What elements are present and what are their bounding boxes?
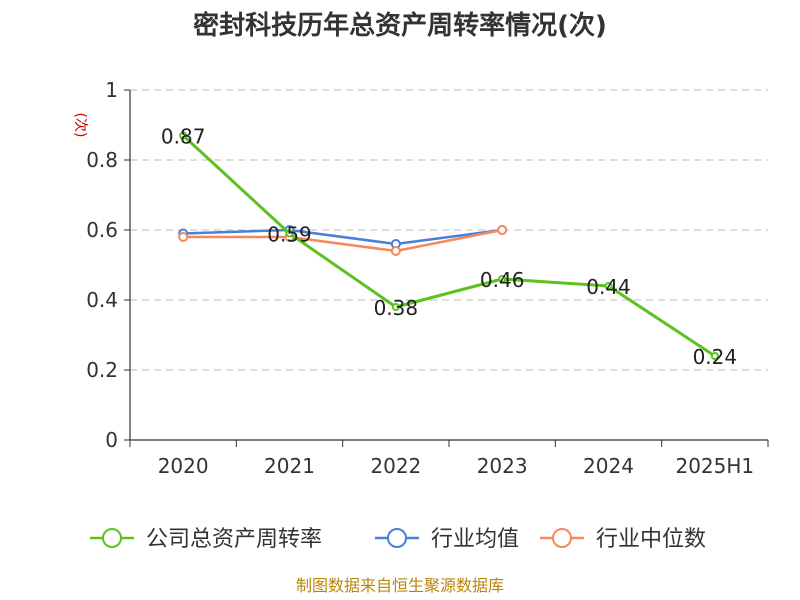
data-label: 0.44 — [586, 275, 631, 299]
x-tick-label: 2022 — [370, 454, 421, 478]
y-tick-label: 0.8 — [86, 148, 118, 172]
legend-label: 行业均值 — [431, 527, 519, 552]
series-line — [183, 228, 503, 246]
y-tick-label: 0.6 — [86, 218, 118, 242]
x-tick-label: 2020 — [158, 454, 209, 478]
x-tick-label: 2023 — [477, 454, 528, 478]
data-point — [178, 232, 189, 242]
series-layer — [178, 131, 719, 360]
data-point — [498, 275, 507, 283]
legend: 公司总资产周转率 行业均值 行业中位数 — [90, 527, 706, 552]
axes: 0 0.2 0.4 0.6 0.8 1 2020 2021 2022 2023 2024 2025H1 — [86, 78, 769, 478]
legend-marker — [552, 528, 572, 548]
data-labels: 0.87 0.59 0.38 0.46 0.44 0.24 — [161, 125, 737, 370]
legend-marker — [387, 528, 407, 548]
y-tick-label: 1 — [105, 78, 118, 102]
y-axis-unit: (次) — [72, 113, 88, 138]
data-point — [604, 282, 613, 290]
data-point — [390, 246, 401, 256]
data-label: 0.24 — [693, 345, 738, 369]
data-label: 0.87 — [161, 125, 206, 149]
x-tick-label: 2024 — [583, 454, 634, 478]
data-point — [179, 131, 188, 140]
data-label: 0.46 — [480, 268, 525, 292]
data-label: 0.59 — [267, 223, 312, 247]
chart-title: 密封科技历年总资产周转率情况(次) — [193, 10, 607, 41]
x-tick-label: 2025H1 — [675, 454, 754, 478]
grid — [130, 89, 768, 371]
legend-marker — [102, 528, 122, 548]
data-point — [391, 303, 400, 311]
x-tick-label: 2021 — [264, 454, 315, 478]
legend-label: 公司总资产周转率 — [146, 527, 322, 552]
y-tick-label: 0.4 — [86, 288, 118, 312]
series-line — [182, 134, 716, 358]
legend-label: 行业中位数 — [596, 527, 706, 552]
data-point — [497, 225, 508, 235]
data-point — [710, 352, 719, 360]
y-tick-label: 0.2 — [86, 358, 118, 382]
y-tick-label: 0 — [105, 428, 118, 452]
data-label: 0.38 — [374, 296, 419, 320]
series-line — [183, 228, 503, 253]
source-note: 制图数据来自恒生聚源数据库 — [296, 576, 504, 595]
data-point — [285, 229, 294, 238]
